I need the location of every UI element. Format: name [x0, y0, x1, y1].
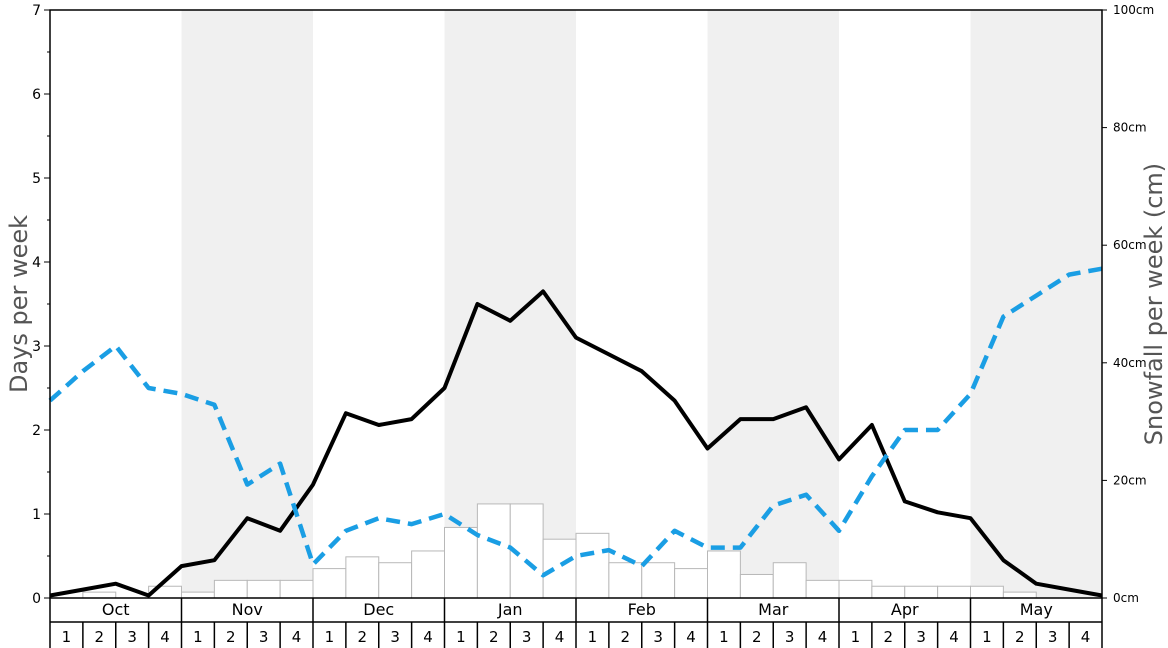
left-tick-label: 6 [32, 87, 41, 103]
week-label: 1 [325, 628, 335, 646]
shade-nov [181, 10, 313, 598]
week-label: 1 [982, 628, 992, 646]
dashed-line [48, 266, 1103, 578]
left-tick-label: 4 [32, 255, 41, 271]
week-label: 4 [818, 628, 828, 646]
snowfall-bar [608, 562, 643, 599]
week-label: 3 [390, 628, 400, 646]
week-label: 4 [423, 628, 433, 646]
right-tick-label: 0cm [1113, 591, 1139, 605]
week-label: 1 [719, 628, 729, 646]
right-tick-label: 60cm [1113, 238, 1147, 252]
right-tick-label: 80cm [1113, 121, 1147, 135]
week-label: 2 [358, 628, 368, 646]
left-tick-label: 0 [32, 591, 41, 607]
snowfall-bar [970, 585, 1004, 599]
week-label: 4 [292, 628, 302, 646]
snowfall-bar [542, 538, 577, 599]
snowfall-bar [213, 579, 248, 599]
snowfall-bar [411, 550, 445, 599]
snowfall-bar [312, 568, 347, 599]
left-tick-label: 1 [32, 507, 41, 523]
month-label: May [1020, 600, 1053, 619]
week-label: 4 [160, 628, 170, 646]
week-row: 1 2 3 4 1 2 3 4 1 2 3 4 1 2 3 4 1 2 3 4 1 2 3 4 1 2 3 4 1 2 3 4 [49, 622, 1103, 648]
week-label: 3 [653, 628, 663, 646]
left-tick-label: 5 [32, 171, 41, 187]
snowfall-bar [82, 591, 117, 599]
right-tick-label: 100cm [1113, 3, 1154, 17]
right-axis: 0cm 20cm 40cm 60cm 80cm 100cm [1102, 3, 1154, 605]
shade-mar [707, 10, 839, 598]
week-label: 2 [884, 628, 894, 646]
snowfall-bar [378, 562, 413, 599]
week-label: 3 [259, 628, 269, 646]
snowfall-bar [246, 579, 281, 599]
snowfall-bar [739, 573, 774, 599]
week-label: 3 [916, 628, 926, 646]
week-label: 4 [686, 628, 696, 646]
snowfall-bar [1002, 591, 1037, 599]
month-row: Oct Nov Dec Jan Feb Mar Apr May [49, 598, 1103, 623]
snowfall-bar [674, 568, 708, 599]
month-label: Oct [102, 600, 130, 619]
snowfall-bar [641, 562, 676, 599]
month-label: Dec [363, 600, 394, 619]
week-label: 1 [851, 628, 861, 646]
week-label: 2 [752, 628, 762, 646]
snowfall-bar [345, 556, 380, 599]
week-label: 3 [127, 628, 137, 646]
snowfall-bar [838, 579, 873, 599]
left-tick-label: 3 [32, 339, 41, 355]
data-lines [48, 266, 1103, 598]
right-tick-label: 40cm [1113, 356, 1147, 370]
month-label: Nov [232, 600, 263, 619]
snowfall-bar [444, 526, 478, 599]
week-label: 1 [588, 628, 598, 646]
week-label: 1 [456, 628, 466, 646]
snowfall-bar [871, 585, 906, 599]
week-label: 1 [193, 628, 203, 646]
week-label: 1 [62, 628, 72, 646]
snowfall-bar [805, 579, 840, 599]
month-shading [181, 10, 1102, 598]
left-axis-title: Days per week [5, 215, 33, 393]
snowfall-bar [937, 585, 971, 599]
month-label: Jan [497, 600, 523, 619]
week-label: 2 [1015, 628, 1025, 646]
snowfall-bar [904, 585, 939, 599]
week-label: 2 [489, 628, 499, 646]
week-label: 4 [1081, 628, 1091, 646]
month-label: Apr [891, 600, 919, 619]
snowfall-bar [575, 532, 610, 599]
snowfall-bar [279, 579, 314, 599]
snowfall-bar [181, 591, 215, 599]
snowfall-bar [772, 562, 807, 599]
week-label: 2 [621, 628, 631, 646]
shade-may [970, 10, 1102, 598]
week-label: 3 [785, 628, 795, 646]
month-label: Feb [628, 600, 656, 619]
snowfall-bar [707, 550, 741, 599]
week-label: 4 [949, 628, 959, 646]
solid-line [49, 289, 1103, 598]
week-label: 2 [95, 628, 105, 646]
week-label: 3 [1048, 628, 1058, 646]
week-label: 3 [522, 628, 532, 646]
right-tick-label: 20cm [1113, 473, 1147, 487]
snowfall-bar [476, 503, 511, 599]
week-label: 2 [226, 628, 236, 646]
left-axis: 0 1 2 3 4 5 6 7 [32, 3, 50, 607]
left-tick-label: 7 [32, 3, 41, 19]
right-axis-title: Snowfall per week (cm) [1140, 163, 1168, 445]
left-tick-label: 2 [32, 423, 41, 439]
week-label: 4 [555, 628, 565, 646]
month-label: Mar [758, 600, 789, 619]
